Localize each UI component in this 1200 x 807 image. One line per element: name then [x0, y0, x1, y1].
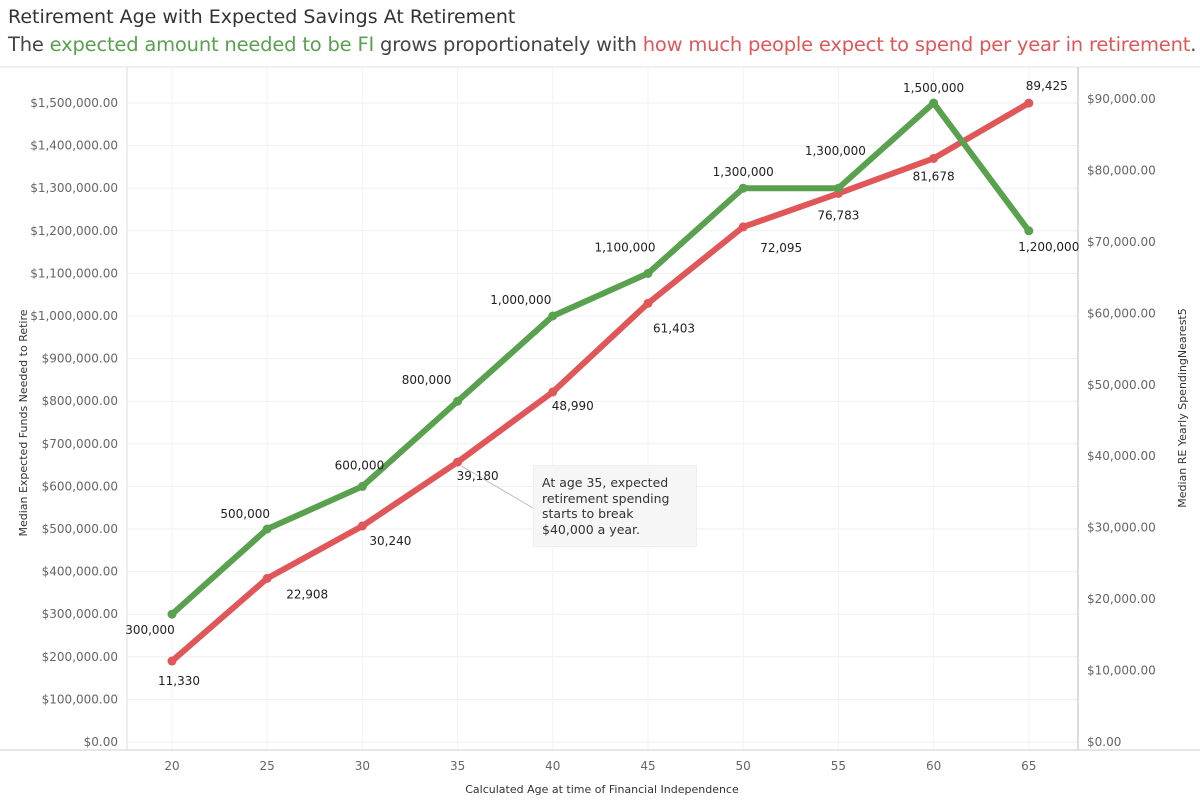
left-tick-label: $1,400,000.00	[30, 139, 118, 153]
right-tick-label: $70,000.00	[1087, 235, 1156, 249]
spending-data-label: 76,783	[817, 208, 859, 222]
left-tick-label: $700,000.00	[42, 437, 118, 451]
funds-data-label: 1,300,000	[805, 144, 866, 158]
spending-data-label: 39,180	[457, 469, 499, 483]
right-tick-label: $50,000.00	[1087, 378, 1156, 392]
left-tick-label: $1,100,000.00	[30, 266, 118, 280]
series-group	[167, 98, 1034, 666]
left-y-axis-title: Median Expected Funds Needed to Retire	[17, 309, 30, 536]
subtitle-part-2: grows proportionately with	[374, 33, 643, 56]
left-tick-label: $500,000.00	[42, 522, 118, 536]
right-tick-label: $90,000.00	[1087, 92, 1156, 106]
right-tick-label: $80,000.00	[1087, 163, 1156, 177]
left-tick-label: $1,500,000.00	[30, 96, 118, 110]
x-tick-label: 60	[926, 759, 941, 773]
left-tick-label: $400,000.00	[42, 565, 118, 579]
spending-point	[1024, 98, 1034, 108]
spending-point	[262, 573, 272, 583]
x-tick-label: 20	[164, 759, 179, 773]
left-tick-label: $200,000.00	[42, 650, 118, 664]
spending-point	[738, 222, 748, 232]
funds-point	[738, 183, 748, 193]
x-tick-label: 30	[355, 759, 370, 773]
left-tick-label: $1,200,000.00	[30, 224, 118, 238]
right-tick-label: $10,000.00	[1087, 664, 1156, 678]
spending-line	[169, 100, 1032, 665]
funds-data-label: 500,000	[220, 507, 270, 521]
spending-data-label: 48,990	[552, 399, 594, 413]
funds-data-label: 800,000	[402, 373, 452, 387]
left-tick-label: $800,000.00	[42, 394, 118, 408]
left-tick-label: $0.00	[84, 735, 118, 749]
funds-data-label: 1,500,000	[903, 81, 964, 95]
right-axis-ticks: $0.00 $10,000.00 $20,000.00 $30,000.00 $40,0…	[1087, 92, 1156, 749]
right-tick-label: $0.00	[1087, 735, 1121, 749]
funds-point	[643, 268, 653, 278]
funds-point	[262, 524, 272, 534]
left-tick-label: $1,000,000.00	[30, 309, 118, 323]
left-tick-label: $300,000.00	[42, 607, 118, 621]
right-y-axis-title: Median RE Yearly SpendingNearest5	[1176, 308, 1189, 507]
x-tick-label: 50	[736, 759, 751, 773]
funds-point	[548, 311, 558, 321]
spending-data-label: 72,095	[760, 241, 802, 255]
funds-data-label: 1,200,000	[1018, 240, 1079, 254]
funds-data-label: 1,000,000	[490, 293, 551, 307]
funds-point	[167, 609, 177, 619]
chart-title: Retirement Age with Expected Savings At …	[8, 6, 516, 28]
spending-point	[548, 387, 558, 397]
right-tick-label: $40,000.00	[1087, 449, 1156, 463]
x-tick-label: 45	[640, 759, 655, 773]
annotation-box: At age 35, expected retirement spending …	[533, 465, 697, 547]
left-tick-label: $100,000.00	[42, 692, 118, 706]
spending-data-label: 30,240	[369, 534, 411, 548]
right-tick-label: $30,000.00	[1087, 521, 1156, 535]
spending-data-label: 61,403	[653, 321, 695, 335]
spending-point	[357, 521, 367, 531]
subtitle-green-highlight: expected amount needed to be FI	[49, 33, 375, 56]
funds-data-label: 600,000	[335, 458, 385, 472]
funds-point	[1024, 226, 1034, 236]
subtitle-part-3: .	[1190, 33, 1197, 56]
funds-data-label: 1,300,000	[713, 165, 774, 179]
plot-frame	[0, 66, 1200, 751]
subtitle-red-highlight: how much people expect to spend per year…	[642, 33, 1191, 56]
data-labels: 300,000 500,000 600,000 800,000 1,000,000 1,1…	[125, 79, 1079, 688]
left-axis-ticks: $0.00 $100,000.00 $200,000.00 $300,000.00 $4…	[30, 96, 118, 749]
left-tick-label: $600,000.00	[42, 479, 118, 493]
subtitle-part-1: The	[8, 33, 50, 56]
funds-line	[169, 100, 1032, 618]
spending-point	[929, 153, 939, 163]
x-tick-label: 55	[831, 759, 846, 773]
x-axis-title: Calculated Age at time of Financial Inde…	[465, 783, 739, 796]
spending-point	[643, 298, 653, 308]
right-tick-label: $20,000.00	[1087, 592, 1156, 606]
x-tick-label: 65	[1021, 759, 1036, 773]
funds-data-label: 300,000	[125, 623, 175, 637]
x-tick-label: 40	[545, 759, 560, 773]
gridlines	[127, 67, 1078, 750]
chart-subtitle: The expected amount needed to be FI grow…	[8, 33, 1196, 56]
funds-point	[833, 183, 843, 193]
right-tick-label: $60,000.00	[1087, 306, 1156, 320]
spending-data-label: 81,678	[913, 169, 955, 183]
funds-point	[357, 481, 367, 491]
funds-point	[453, 396, 463, 406]
annotation-leader-line	[461, 465, 534, 509]
left-tick-label: $900,000.00	[42, 352, 118, 366]
left-tick-label: $1,300,000.00	[30, 181, 118, 195]
spending-point	[167, 656, 177, 666]
funds-data-label: 1,100,000	[594, 240, 655, 254]
spending-data-label: 89,425	[1026, 79, 1068, 93]
spending-data-label: 11,330	[158, 674, 200, 688]
funds-point	[929, 98, 939, 108]
spending-data-label: 22,908	[286, 587, 328, 601]
x-axis-ticks: 20 25 30 35 40 45 50 55 60 65	[164, 759, 1036, 773]
x-tick-label: 35	[450, 759, 465, 773]
x-tick-label: 25	[260, 759, 275, 773]
spending-point	[453, 457, 463, 467]
